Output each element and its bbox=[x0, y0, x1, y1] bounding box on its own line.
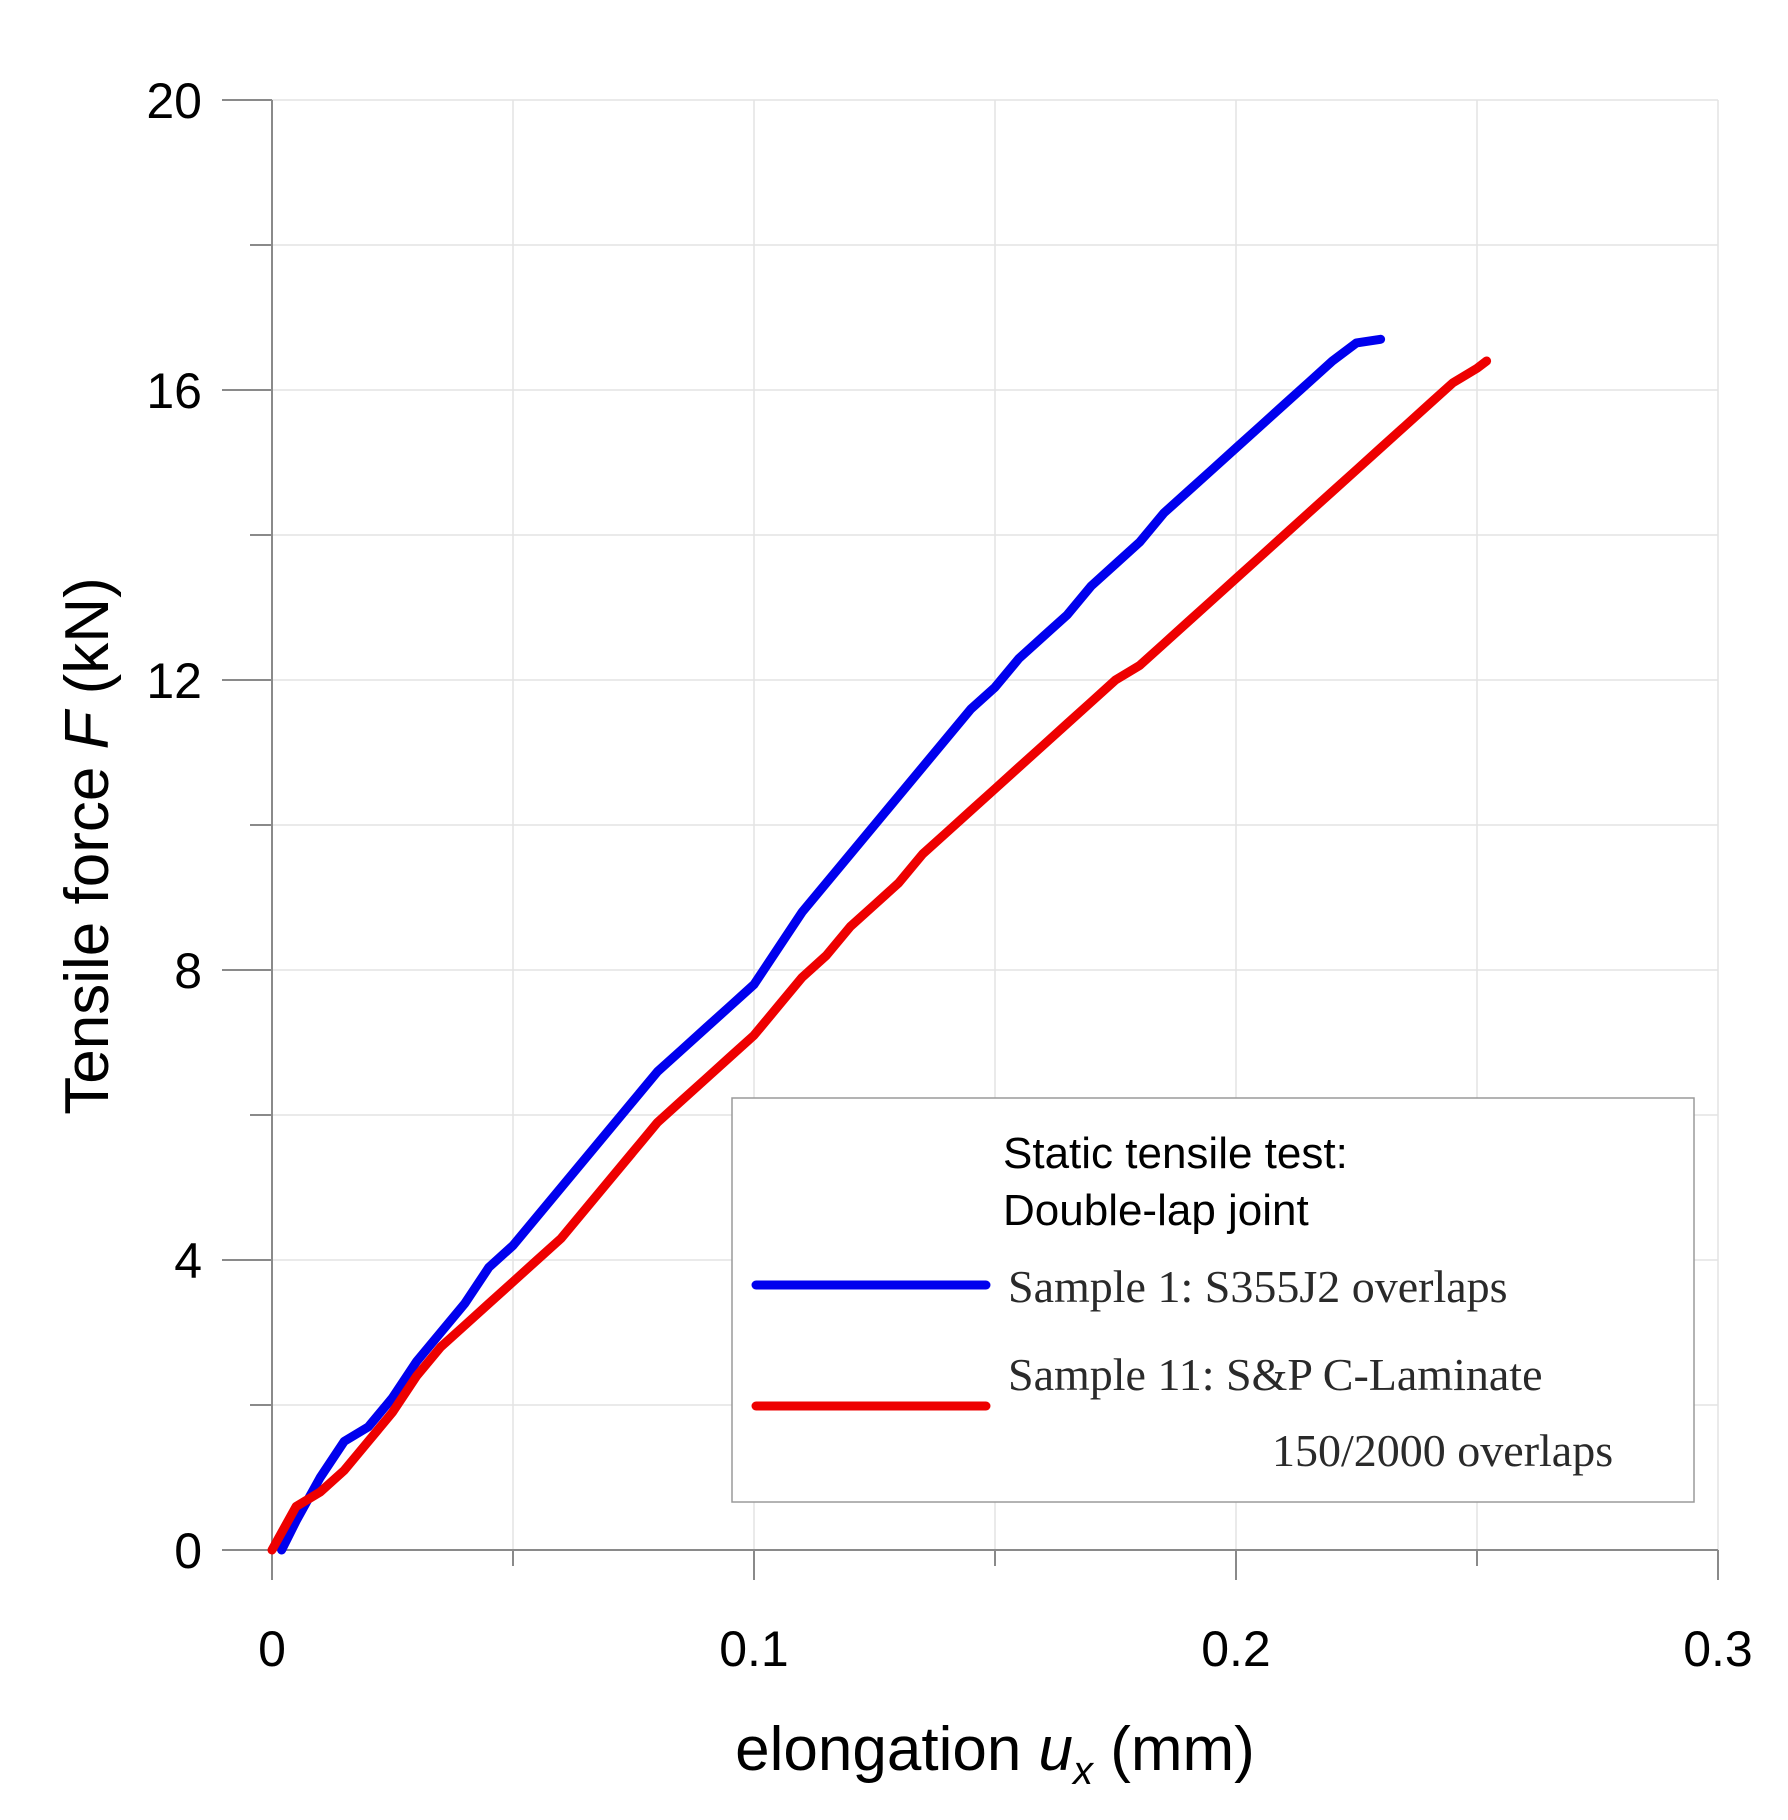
series-line-sample-11 bbox=[267, 356, 1492, 1555]
y-tick-label: 12 bbox=[146, 653, 202, 709]
legend-label-sample-11-line-2: 150/2000 overlaps bbox=[1272, 1425, 1613, 1476]
legend-label-sample-1: Sample 1: S355J2 overlaps bbox=[1008, 1261, 1508, 1312]
x-tick-label: 0.3 bbox=[1683, 1621, 1753, 1677]
legend-title-line-1: Static tensile test: bbox=[1003, 1129, 1348, 1178]
legend: Static tensile test: Double-lap joint Sa… bbox=[731, 1097, 1695, 1503]
tick-labels: 0 4 8 12 16 20 0 0.1 0.2 0.3 bbox=[146, 73, 1752, 1677]
x-tick-label: 0.2 bbox=[1201, 1621, 1271, 1677]
y-tick-label: 0 bbox=[174, 1523, 202, 1579]
x-axis-title-prefix: elongation bbox=[735, 1715, 1038, 1784]
legend-label-sample-11-line-1: Sample 11: S&P C-Laminate bbox=[1008, 1349, 1542, 1400]
series-lines bbox=[267, 334, 1492, 1555]
x-tick-label: 0.1 bbox=[719, 1621, 789, 1677]
x-axis-title-sub: x bbox=[1071, 1749, 1095, 1793]
x-tick-label: 0 bbox=[258, 1621, 286, 1677]
y-axis-title: Tensile force F (kN) bbox=[53, 577, 122, 1114]
y-axis-title-prefix: Tensile force bbox=[53, 749, 122, 1114]
x-axis-title-unit: (mm) bbox=[1093, 1715, 1255, 1784]
y-axis-title-var: F bbox=[53, 708, 122, 749]
x-axis-title-var: u bbox=[1039, 1715, 1073, 1784]
y-tick-label: 4 bbox=[174, 1233, 202, 1289]
y-tick-label: 16 bbox=[146, 363, 202, 419]
y-tick-label: 8 bbox=[174, 943, 202, 999]
axes bbox=[222, 99, 1719, 1580]
legend-box bbox=[731, 1097, 1695, 1503]
y-tick-label: 20 bbox=[146, 73, 202, 129]
series-line-sample-1 bbox=[277, 334, 1386, 1555]
y-axis-title-unit: (kN) bbox=[53, 577, 122, 711]
x-axis-title: elongation ux (mm) bbox=[735, 1715, 1255, 1793]
legend-title-line-2: Double-lap joint bbox=[1003, 1186, 1309, 1235]
